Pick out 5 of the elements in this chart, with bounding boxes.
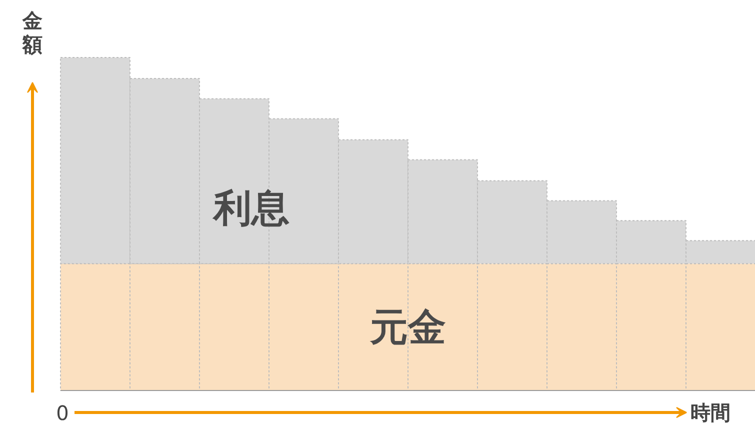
- x-axis-title: 時間: [690, 400, 730, 424]
- series-label: 利息: [212, 186, 290, 230]
- series-label: 元金: [369, 305, 446, 350]
- y-axis-title: 金額: [22, 8, 42, 56]
- text: 0: [56, 401, 69, 425]
